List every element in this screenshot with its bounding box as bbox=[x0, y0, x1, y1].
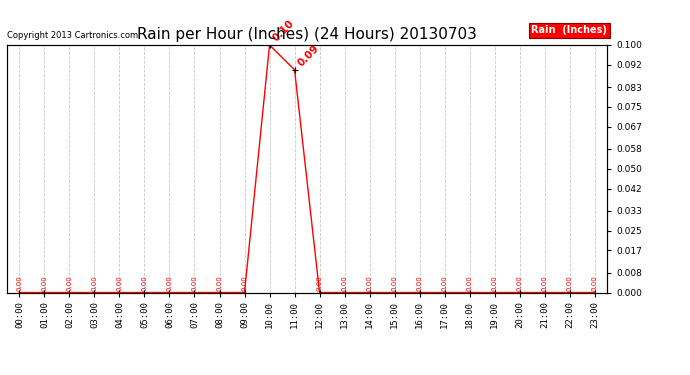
Text: 0.00: 0.00 bbox=[592, 275, 598, 291]
Text: 0.00: 0.00 bbox=[492, 275, 497, 291]
Text: 0.00: 0.00 bbox=[517, 275, 522, 291]
Text: 0.00: 0.00 bbox=[166, 275, 172, 291]
Text: 0.00: 0.00 bbox=[317, 275, 322, 291]
Text: 0.00: 0.00 bbox=[117, 275, 122, 291]
Text: 0.00: 0.00 bbox=[392, 275, 397, 291]
Text: 0.00: 0.00 bbox=[466, 275, 473, 291]
Text: 0.10: 0.10 bbox=[271, 18, 296, 44]
Text: 0.00: 0.00 bbox=[417, 275, 422, 291]
Text: 0.00: 0.00 bbox=[66, 275, 72, 291]
Text: 0.00: 0.00 bbox=[241, 275, 248, 291]
Text: 0.00: 0.00 bbox=[141, 275, 148, 291]
Text: Copyright 2013 Cartronics.com: Copyright 2013 Cartronics.com bbox=[7, 30, 138, 39]
Text: Rain  (Inches): Rain (Inches) bbox=[531, 25, 607, 35]
Text: 0.00: 0.00 bbox=[192, 275, 197, 291]
Text: 0.00: 0.00 bbox=[366, 275, 373, 291]
Text: 0.00: 0.00 bbox=[542, 275, 548, 291]
Text: 0.00: 0.00 bbox=[566, 275, 573, 291]
Text: 0.00: 0.00 bbox=[217, 275, 222, 291]
Text: 0.00: 0.00 bbox=[342, 275, 348, 291]
Text: 0.09: 0.09 bbox=[296, 43, 321, 68]
Text: 0.00: 0.00 bbox=[442, 275, 448, 291]
Text: 0.00: 0.00 bbox=[17, 275, 22, 291]
Title: Rain per Hour (Inches) (24 Hours) 20130703: Rain per Hour (Inches) (24 Hours) 201307… bbox=[137, 27, 477, 42]
Text: 0.00: 0.00 bbox=[92, 275, 97, 291]
Text: 0.00: 0.00 bbox=[41, 275, 48, 291]
